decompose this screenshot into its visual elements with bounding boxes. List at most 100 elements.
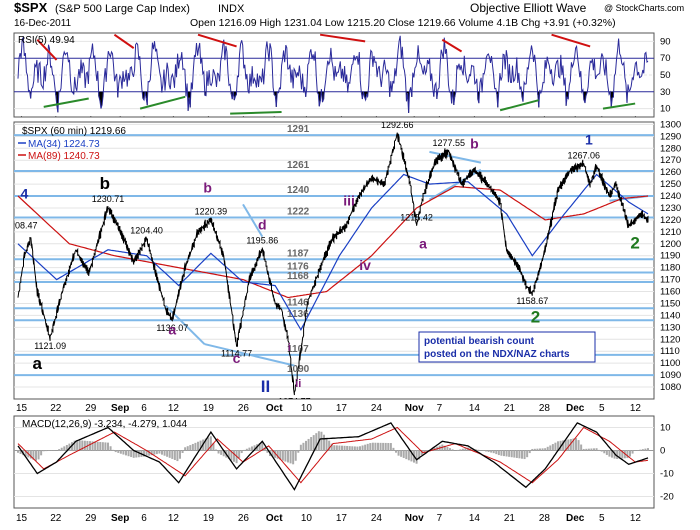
exchange-label: INDX [218,3,245,15]
price-value-label: 1220.39 [195,206,228,216]
wave-label: a [33,354,43,373]
x-tick-label: 22 [50,403,62,414]
price-tick-label: 1090 [660,370,681,381]
price-value-label: 1136.07 [156,323,188,333]
price-tick-label: 1290 [660,131,681,142]
wave-label: II [261,377,270,396]
wave-labels: 4ababcdiiiIIiiiiv1ab212 [21,122,640,396]
price-tick-label: 1160 [660,287,680,298]
price-legend-main: $SPX (60 min) 1219.66 [22,126,126,137]
price-value-label: 1230.71 [92,194,125,204]
price-tick-label: 1300 [660,119,681,130]
price-value-label: 1121.09 [34,341,66,351]
price-tick-label: 1280 [660,143,681,154]
rsi-trendline [43,97,89,108]
x-tick-label: Oct [266,403,283,414]
price-tick-label: 1240 [660,191,681,202]
wave-label: c [233,350,241,366]
x-tick-label: 15 [16,513,28,524]
price-tick-label: 1230 [660,203,681,214]
rsi-tick-label: 30 [660,87,671,98]
x-tick-label: 12 [168,403,180,414]
rsi-trendline [441,38,463,53]
macd-legend: MACD(12,26,9) -3.234, -4.279, 1.044 [22,419,188,430]
x-tick-label: 28 [539,403,551,414]
rsi-tick-label: 90 [660,36,671,47]
price-tick-label: 1120 [660,334,680,345]
wave-label: a [419,236,427,252]
wave-label: b [100,174,110,193]
level-label: 1146 [287,297,309,308]
x-tick-label: 17 [336,403,348,414]
price-trendline [165,305,206,345]
wave-label: a [168,322,176,338]
x-tick-label: 26 [238,403,250,414]
x-tick-label: 29 [85,513,97,524]
x-tick-label: Dec [566,513,585,524]
price-tick-label: 1250 [660,179,681,190]
x-tick-label: 24 [371,403,383,414]
price-value-label: 1215.42 [400,212,433,222]
x-tick-label: 12 [630,403,642,414]
price-tick-label: 1220 [660,215,681,226]
x-tick-label: 19 [203,403,215,414]
level-label: 1240 [287,185,310,196]
wave-label: ii [295,378,301,390]
rsi-trendline [319,33,366,43]
level-label: 1168 [287,271,309,282]
x-tick-label: Dec [566,403,585,414]
symbol-title: $SPX [14,0,48,15]
brand-label: Objective Elliott Wave [470,1,587,15]
price-value-label: 1277.55 [432,138,465,148]
x-tick-label: Oct [266,513,283,524]
level-label: 1261 [287,160,310,171]
price-tick-label: 1170 [660,275,680,286]
x-tick-label: 10 [301,513,313,524]
macd-tick-label: -10 [660,469,674,480]
price-tick-label: 1260 [660,167,681,178]
date-label: 16-Dec-2011 [14,18,72,29]
x-axis-top: 15 22 29 Sep 6 12 19 26 Oct 10 17 24 Nov 7 14 21 28 Dec 5 1… [16,116,641,414]
x-tick-label: Nov [405,513,424,524]
price-tick-label: 1270 [660,155,681,166]
annotation-line-2: posted on the NDX/NAZ charts [424,349,570,360]
x-tick-label: 15 [16,403,28,414]
rsi-trendline [139,95,186,110]
level-label: 1291 [287,124,310,135]
wave-label: b [203,179,212,195]
price-legend: $SPX (60 min) 1219.66 MA(34) 1224.73 MA(… [18,126,126,162]
wave-label: b [470,135,479,151]
price-tick-label: 1180 [660,263,680,274]
price-grid [14,123,654,388]
ma89-line [17,185,649,299]
level-label: 1187 [287,248,309,259]
wave-label: d [258,216,267,232]
rsi-trendlines [36,33,636,115]
symbol-name: (S&P 500 Large Cap Index) [55,3,190,15]
rsi-legend: RSI(5) 49.94 [18,35,75,46]
x-tick-label: 5 [599,403,605,414]
annotation-line-1: potential bearish count [424,336,535,347]
x-tick-label: 5 [599,513,605,524]
wave-label: iv [359,257,371,273]
level-label: 1107 [287,344,309,355]
x-tick-label: Sep [111,513,129,524]
x-tick-label: 14 [469,403,481,414]
price-tick-label: 1200 [660,239,681,250]
price-tick-label: 1130 [660,322,680,333]
macd-tick-label: 10 [660,423,671,434]
rsi-trendline [230,110,282,115]
price-value-label: 1208.47 [5,221,38,231]
price-trendline [242,203,264,238]
macd-panel-frame [13,415,655,509]
x-tick-label: Sep [111,403,129,414]
rsi-trendline [197,33,237,48]
rsi-trendline [602,102,636,110]
price-tick-label: 1190 [660,251,680,262]
wave-label: 2 [531,308,540,327]
x-tick-label: 21 [504,403,516,414]
price-value-label: 1114.77 [221,349,252,359]
x-tick-label: 7 [437,403,443,414]
x-tick-label: 6 [141,403,147,414]
